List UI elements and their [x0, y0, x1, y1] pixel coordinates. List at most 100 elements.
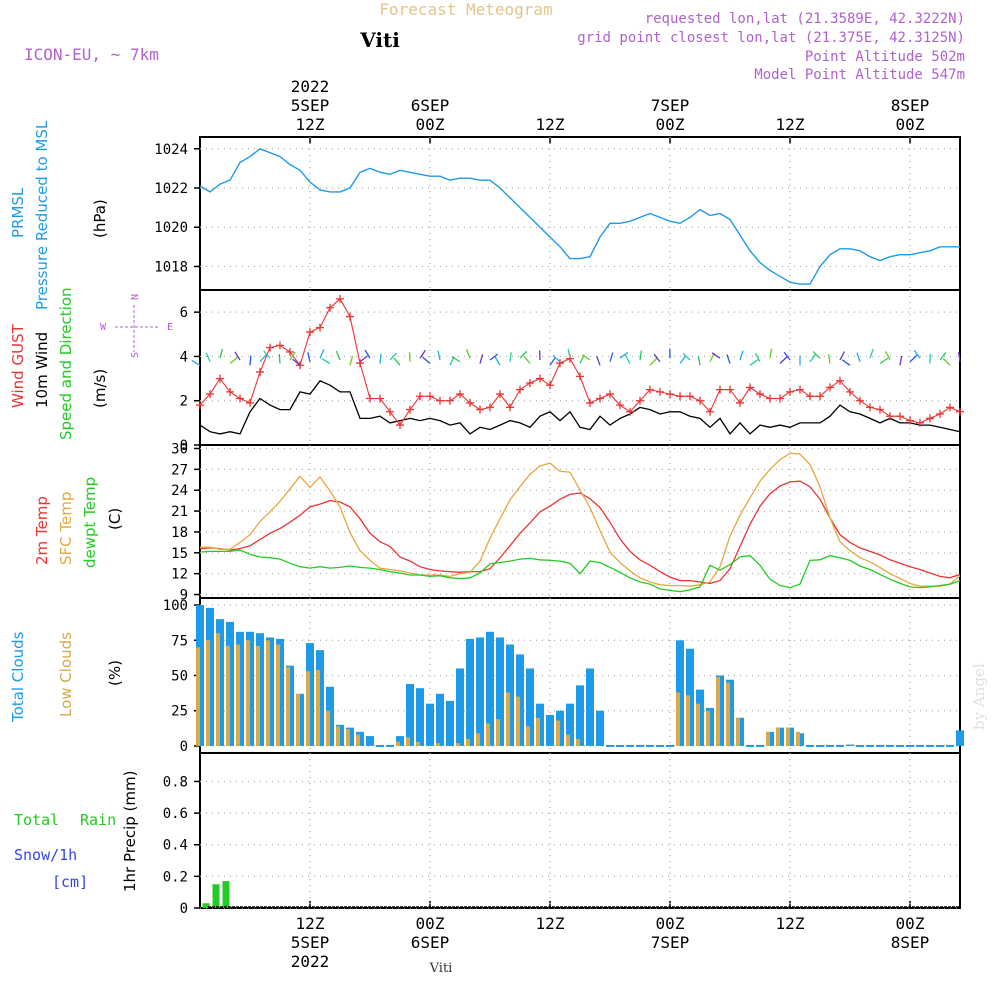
wind-direction-arrow — [229, 356, 238, 365]
wind-direction-arrow — [726, 354, 731, 364]
low-cloud-bar — [486, 723, 490, 746]
gust-point — [816, 392, 824, 401]
gust-point — [326, 303, 334, 312]
cm-label: [cm] — [52, 873, 88, 891]
wind-direction-arrow — [549, 357, 557, 366]
bottom-axis-label: 00Z — [416, 914, 445, 933]
meteogram-title: Forecast Meteogram — [379, 0, 552, 19]
wind-direction-arrow — [596, 356, 601, 366]
low-cloud-bar — [516, 696, 520, 746]
wind10m-label: 10m Wind — [33, 332, 51, 408]
wind-direction-arrow — [856, 352, 861, 362]
pressure-label: Pressure Reduced to MSL — [33, 120, 51, 310]
pressure-ytick-label: 1024 — [154, 142, 188, 158]
top-axis-label: 2022 — [291, 77, 330, 96]
total-cloud-bar — [586, 668, 594, 746]
gust-point — [386, 407, 394, 416]
compass-s: S — [130, 352, 141, 358]
total-cloud-bar — [596, 710, 604, 746]
gust-point — [196, 401, 204, 410]
wind-direction-arrow — [552, 354, 561, 363]
top-axis-label: 12Z — [776, 115, 805, 134]
temp2m-label: 2m Temp — [33, 496, 51, 565]
gust-point — [886, 412, 894, 421]
total-clouds-label: Total Clouds — [9, 631, 27, 723]
wind-direction-arrow — [321, 358, 331, 365]
low-cloud-bar — [556, 720, 560, 746]
wind-ytick-label: 4 — [180, 349, 188, 365]
gust-point — [236, 394, 244, 403]
gust-point — [596, 394, 604, 403]
bottom-axis-label: 12Z — [536, 914, 565, 933]
temperature-ytick-label: 9 — [180, 588, 188, 604]
precip-ytick-label: 0.2 — [163, 869, 188, 885]
gust-point — [336, 294, 344, 303]
wind-direction-arrow — [278, 353, 281, 364]
wind-direction-arrow — [292, 358, 301, 366]
gust-point — [446, 396, 454, 405]
gust-point — [676, 392, 684, 401]
gust-point — [856, 396, 864, 405]
wind-direction-arrow — [205, 352, 211, 362]
wind-speed-dir-label: Speed and Direction — [57, 287, 75, 440]
total-cloud-bar — [436, 693, 444, 746]
wind-direction-arrow — [419, 349, 426, 359]
wind-direction-arrow — [879, 357, 889, 365]
gust-point — [716, 385, 724, 394]
low-cloud-bar — [726, 682, 730, 746]
wind-direction-arrow — [827, 353, 831, 364]
wind-direction-arrow — [809, 353, 817, 363]
gust-point — [826, 383, 834, 392]
wind-direction-arrow — [451, 356, 461, 363]
prmsl-label: PRMSL — [9, 187, 27, 238]
low-cloud-bar — [686, 695, 690, 746]
wind-direction-arrow — [465, 349, 471, 359]
low-cloud-bar — [206, 640, 210, 746]
gust-point — [696, 396, 704, 405]
wind-direction-arrow — [437, 350, 441, 361]
gust-point — [286, 348, 294, 356]
wind-direction-arrow — [494, 356, 501, 366]
gust-point — [606, 390, 614, 399]
watermark: by Angel — [970, 663, 988, 730]
low-cloud-bar — [326, 710, 330, 746]
temperature-panel: 9 12 15 18 21 24 27 30 2m Temp SFC Temp dewpt Temp… — [33, 441, 961, 604]
wind-direction-arrow — [619, 352, 629, 359]
gust-point — [246, 398, 254, 407]
precip-unit: 1hr Precip (mm) — [121, 771, 139, 892]
temp2m-line — [199, 480, 961, 585]
gust-point — [896, 412, 904, 421]
low-cloud-bar — [456, 743, 460, 746]
low-cloud-bar — [526, 726, 530, 746]
pressure-line — [199, 148, 960, 285]
wind-direction-arrow — [913, 350, 921, 359]
gust-point — [656, 387, 664, 396]
gust-point — [266, 343, 274, 352]
total-cloud-bar — [466, 638, 474, 746]
gust-point — [736, 398, 744, 407]
low-cloud-bar — [316, 669, 320, 746]
temperature-ytick-label: 15 — [171, 546, 188, 562]
wind-direction-arrow — [567, 348, 571, 359]
gust-point — [926, 414, 934, 423]
compass-n: N — [130, 294, 141, 300]
low-cloud-bar — [696, 703, 700, 746]
bottom-axis-label: 7SEP — [651, 933, 690, 952]
gust-point — [406, 405, 414, 414]
total-cloud-bar — [846, 744, 854, 746]
gust-point — [226, 387, 234, 396]
gust-point — [496, 390, 504, 399]
low-cloud-bar — [796, 731, 800, 746]
total-cloud-bar — [486, 631, 494, 746]
wind-direction-arrow — [249, 355, 252, 366]
panels: 1018 1020 1022 1024 PRMSL Pressure Reduced to… — [9, 120, 964, 917]
gust-point — [666, 390, 674, 399]
precip-ytick-label: 0.4 — [163, 838, 188, 854]
top-axis-label: 6SEP — [411, 96, 450, 115]
model-altitude: Model Point Altitude 547m — [754, 67, 965, 83]
low-cloud-bar — [496, 719, 500, 746]
gust-point — [746, 383, 754, 392]
point-altitude: Point Altitude 502m — [805, 49, 965, 65]
